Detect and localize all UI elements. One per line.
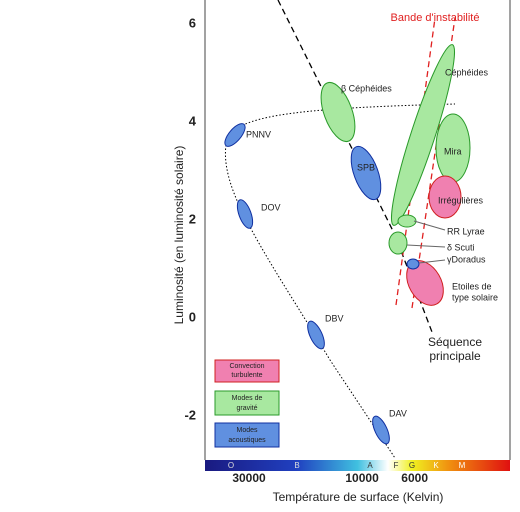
y-tick-label: 4 bbox=[189, 113, 197, 128]
legend-label: gravité bbox=[236, 405, 257, 412]
leaders bbox=[406, 220, 446, 264]
label: DAV bbox=[389, 408, 407, 418]
label: RR Lyrae bbox=[447, 226, 485, 236]
label: DOV bbox=[261, 202, 281, 212]
x-tick-label: 30000 bbox=[232, 471, 266, 485]
spectral-class: K bbox=[433, 461, 439, 470]
label: Mira bbox=[444, 146, 462, 156]
region-labels: Bande d'instabilité Céphéides β Céphéide… bbox=[246, 12, 498, 418]
x-tick-label: 6000 bbox=[401, 471, 428, 485]
y-tick-label: 0 bbox=[189, 309, 196, 324]
label: Séquence bbox=[428, 335, 482, 349]
x-tick-label: 10000 bbox=[345, 471, 379, 485]
spectral-bar bbox=[205, 460, 510, 471]
legend-label: turbulente bbox=[231, 372, 262, 379]
label: Etoiles de bbox=[452, 281, 492, 291]
y-axis-label: Luminosité (en luminosité solaire) bbox=[172, 146, 186, 325]
legend-label: Convection bbox=[229, 363, 264, 370]
legend-label: Modes bbox=[236, 427, 258, 434]
legend: Convection turbulente Modes de gravité M… bbox=[214, 359, 280, 448]
y-tick-label: 6 bbox=[189, 15, 196, 30]
ellipses bbox=[224, 44, 471, 445]
y-tick-label: 2 bbox=[189, 211, 196, 226]
label: Bande d'instabilité bbox=[391, 12, 480, 24]
label: Irrégulières bbox=[438, 195, 484, 205]
spectral-class: M bbox=[459, 461, 466, 470]
x-axis-label: Température de surface (Kelvin) bbox=[273, 490, 444, 504]
label: DBV bbox=[325, 313, 344, 323]
spectral-class: G bbox=[409, 461, 415, 470]
frame bbox=[204, 0, 511, 460]
legend-label: acoustiques bbox=[228, 437, 266, 444]
label: δ Scuti bbox=[447, 242, 475, 252]
spectral-class: B bbox=[294, 461, 299, 470]
tracks bbox=[224, 0, 456, 459]
label: Céphéides bbox=[445, 67, 489, 77]
legend-label: Modes de bbox=[232, 395, 263, 402]
label: γDoradus bbox=[447, 254, 486, 264]
label: type solaire bbox=[452, 292, 498, 302]
label: β Céphéides bbox=[341, 83, 392, 93]
y-tick-label: -2 bbox=[184, 407, 196, 422]
label: PNNV bbox=[246, 129, 271, 139]
spectral-class: A bbox=[367, 461, 373, 470]
label: SPB bbox=[357, 162, 375, 172]
spectral-class: F bbox=[394, 461, 399, 470]
label: principale bbox=[429, 349, 481, 363]
spectral-class: O bbox=[228, 461, 234, 470]
